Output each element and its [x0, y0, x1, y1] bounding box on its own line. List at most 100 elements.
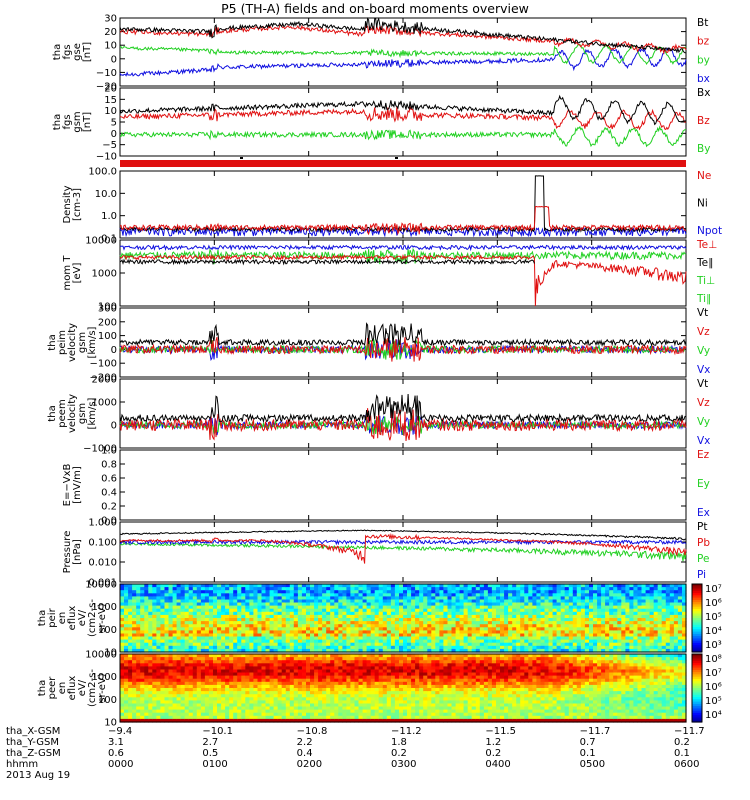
spectrogram-cell	[144, 672, 149, 677]
spectrogram-cell	[463, 630, 469, 635]
spectrogram-cell	[447, 584, 453, 588]
spectrogram-cell	[673, 648, 679, 653]
spectrogram-cell	[334, 663, 339, 667]
spectrogram-cell	[661, 611, 667, 616]
spectrogram-cell	[273, 621, 279, 625]
spectrogram-cell	[346, 630, 351, 635]
spectrogram-cell	[128, 666, 133, 671]
y-axis-label-line: tha	[37, 680, 48, 696]
spectrogram-cell	[415, 648, 420, 653]
spectrogram-cell	[277, 669, 283, 674]
spectrogram-cell	[613, 645, 618, 650]
legend-Bt: Bt	[697, 17, 708, 29]
spectrogram-cell	[204, 684, 210, 689]
spectrogram-cell	[516, 618, 521, 622]
spectrogram-cell	[225, 675, 230, 680]
spectrogram-cell	[148, 654, 153, 658]
spectrogram-cell	[326, 590, 331, 594]
spectrogram-cell	[431, 608, 436, 613]
spectrogram-cell	[673, 599, 679, 604]
spectrogram-cell	[253, 691, 258, 695]
spectrogram-cell	[617, 599, 622, 604]
spectrogram-cell	[188, 639, 194, 644]
spectrogram-cell	[593, 584, 598, 588]
spectrogram-cell	[293, 706, 299, 711]
spectrogram-cell	[390, 611, 396, 616]
spectrogram-cell	[589, 590, 594, 594]
spectrogram-cell	[225, 684, 230, 689]
spectrogram-cell	[427, 630, 432, 635]
spectrogram-cell	[245, 669, 250, 674]
spectrogram-cell	[362, 611, 368, 616]
spectrogram-cell	[172, 648, 178, 653]
spectrogram-cell	[665, 602, 671, 607]
spectrogram-cell	[285, 660, 291, 664]
spectrogram-cell	[593, 645, 598, 650]
spectrogram-cell	[285, 608, 291, 613]
spectrogram-cell	[273, 627, 279, 631]
spectrogram-cell	[411, 584, 416, 588]
spectrogram-cell	[132, 602, 137, 607]
spectrogram-cell	[233, 627, 238, 631]
spectrogram-cell	[601, 630, 606, 635]
spectrogram-cell	[431, 614, 436, 619]
spectrogram-cell	[657, 633, 663, 638]
spectrogram-cell	[132, 633, 137, 638]
spectrogram-cell	[423, 611, 428, 616]
spectrogram-cell	[536, 611, 541, 616]
spectrogram-cell	[120, 605, 125, 610]
spectrogram-cell	[378, 633, 384, 638]
spectrogram-cell	[584, 599, 590, 604]
spectrogram-cell	[156, 642, 161, 647]
spectrogram-cell	[148, 587, 153, 591]
spectrogram-cell	[354, 669, 360, 674]
spectrogram-cell	[172, 654, 178, 658]
spectrogram-cell	[245, 663, 250, 667]
spectrogram-cell	[682, 636, 687, 641]
spectrogram-cell	[144, 654, 149, 658]
spectrogram-cell	[346, 587, 351, 591]
spectrogram-cell	[225, 590, 230, 594]
spectrogram-cell	[241, 660, 246, 664]
spectrogram-cell	[411, 602, 416, 607]
spectrogram-cell	[366, 657, 372, 661]
spectrogram-cell	[346, 621, 351, 625]
spectrogram-cell	[613, 621, 618, 625]
spectrogram-cell	[314, 706, 319, 711]
spectrogram-cell	[597, 584, 602, 588]
spectrogram-cell	[370, 630, 376, 635]
spectrogram-cell	[447, 590, 453, 594]
spectrogram-cell	[120, 706, 125, 711]
spectrogram-cell	[261, 691, 267, 695]
spectrogram-cell	[136, 614, 141, 619]
spectrogram-cell	[128, 584, 133, 588]
spectrogram-cell	[132, 618, 137, 622]
spectrogram-cell	[180, 621, 186, 625]
spectrogram-cell	[625, 648, 630, 653]
spectrogram-cell	[249, 697, 254, 701]
spectrogram-cell	[354, 596, 360, 601]
spectrogram-cell	[172, 672, 178, 677]
spectrogram-cell	[152, 681, 157, 686]
spectrogram-cell	[310, 718, 315, 723]
spectrogram-cell	[148, 669, 153, 674]
spectrogram-cell	[164, 694, 170, 698]
spectrogram-cell	[427, 621, 432, 625]
spectrogram-cell	[326, 654, 331, 658]
spectrogram-cell	[330, 675, 335, 680]
spectrogram-cell	[221, 587, 226, 591]
spectrogram-cell	[326, 605, 331, 610]
spectrogram-cell	[281, 605, 287, 610]
spectrogram-cell	[338, 654, 343, 658]
spectrogram-cell	[447, 605, 453, 610]
spectrogram-cell	[330, 681, 335, 686]
spectrogram-cell	[584, 630, 590, 635]
spectrogram-cell	[196, 675, 202, 680]
spectrogram-cell	[467, 630, 473, 635]
spectrogram-cell	[407, 593, 412, 597]
spectrogram-cell	[386, 593, 392, 597]
spectrogram-cell	[451, 587, 457, 591]
spectrogram-cell	[617, 605, 622, 610]
spectrogram-cell	[176, 593, 182, 597]
spectrogram-cell	[152, 596, 157, 601]
